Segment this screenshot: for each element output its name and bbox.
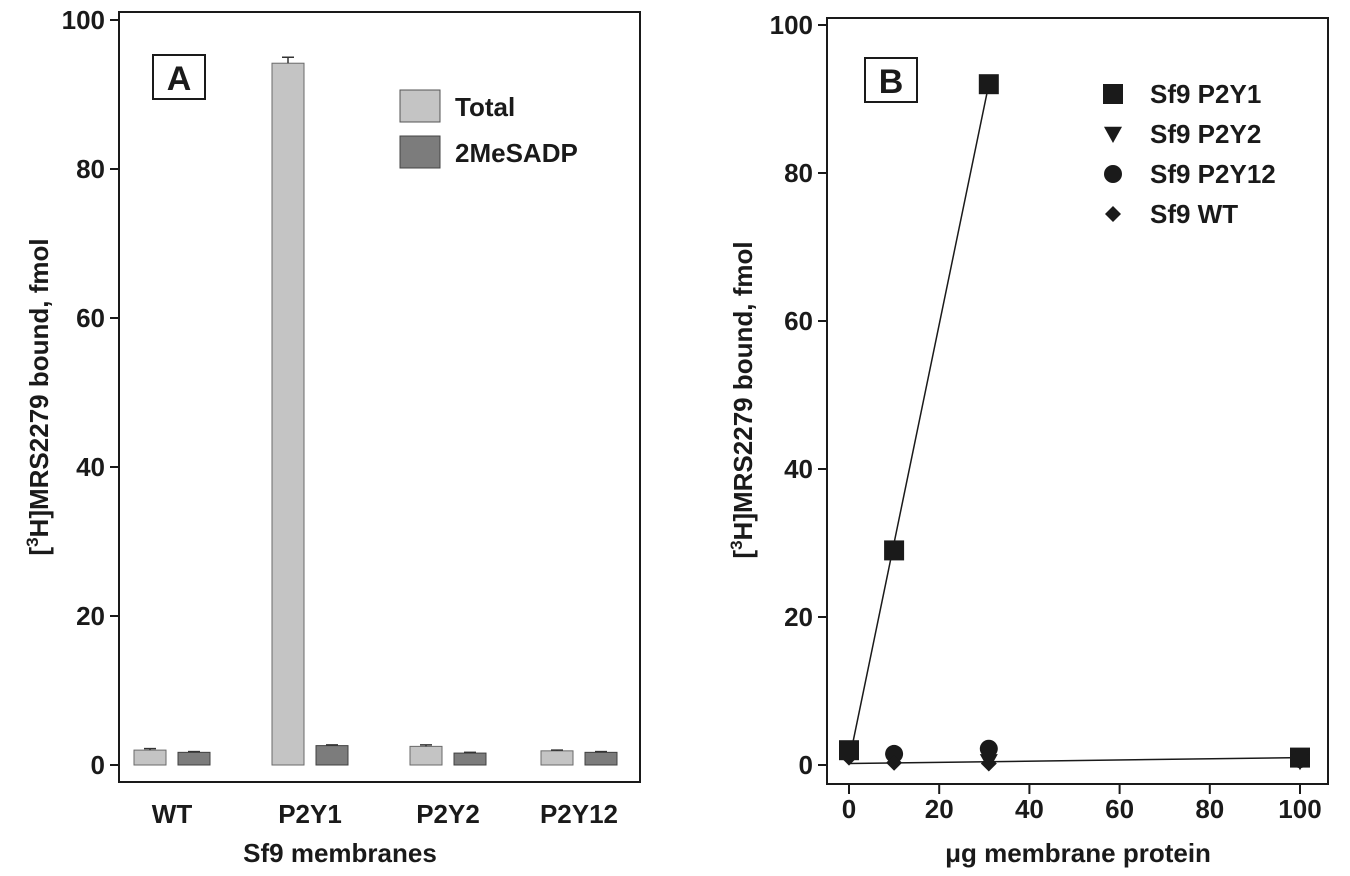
bar-total-p2y1 [271,62,305,766]
panel-b-y-ticks: 0 20 40 60 80 100 [770,10,827,780]
legend-label-total: Total [455,92,515,122]
bar-2mesadp-p2y12 [584,751,618,766]
bar-total-wt [133,749,167,766]
point-sf9-wt [1292,753,1308,770]
panel-b-fit-lines [848,84,1301,765]
panel-b-x-tick-label: 100 [1278,794,1321,824]
point-sf9-p2y1 [884,540,905,561]
legend-marker-sf9-p2y1 [1103,84,1123,104]
panel-b-x-tick-label: 0 [842,794,856,824]
bar-2mesadp-wt [177,751,211,766]
panel-a-legend: Total 2MeSADP [399,89,578,169]
panel-a-y-tick-label: 40 [76,452,105,482]
panel-b-points [839,74,1310,772]
panel-a-x-ticks: WT P2Y1 P2Y2 P2Y12 [152,799,618,829]
panel-a-label: A [167,60,192,98]
legend-label-2mesadp: 2MeSADP [455,138,578,168]
panel-a-frame [118,11,641,783]
legend-swatch-2mesadp [399,135,441,169]
panel-b-x-tick-label: 40 [1015,794,1044,824]
fit-line [848,84,990,762]
panel-a-x-axis-title: Sf9 membranes [243,838,437,868]
panel-b-label: B [879,63,904,101]
panel-b-y-axis-title: [3H]MRS2279 bound, fmol [727,241,758,558]
bar-total-p2y12 [540,750,574,766]
bar-2mesadp-p2y1 [315,745,349,766]
panel-a-x-tick-label: WT [152,799,193,829]
panel-b: 0 20 40 60 80 100 0 20 40 60 80 100 μg membrane pr… [727,10,1329,868]
panel-a-y-tick-label: 20 [76,601,105,631]
panel-a-y-ticks: 0 20 40 60 80 100 [62,5,119,780]
panel-b-y-tick-label: 0 [799,750,813,780]
panel-b-x-tick-label: 80 [1195,794,1224,824]
panel-a-x-tick-label: P2Y12 [540,799,618,829]
panel-b-y-tick-label: 60 [784,306,813,336]
bar-2mesadp-p2y2 [453,752,487,766]
bar-total-p2y2 [409,745,443,766]
legend-marker-sf9-p2y2 [1104,126,1122,143]
point-sf9-p2y12 [885,744,904,763]
panel-a-y-tick-label: 60 [76,303,105,333]
fit-line [848,756,1301,765]
legend-marker-sf9-wt [1105,206,1121,222]
legend-swatch-total [399,89,441,123]
point-sf9-p2y12 [979,739,998,758]
panel-a-y-tick-label: 0 [91,750,105,780]
panel-a-y-axis-title: [3H]MRS2279 bound, fmol [23,238,54,555]
point-sf9-wt [886,754,903,771]
panel-b-y-tick-label: 40 [784,454,813,484]
panel-b-x-ticks: 0 20 40 60 80 100 [842,784,1322,824]
point-sf9-wt [841,749,857,766]
legend-label-sf9-p2y2: Sf9 P2Y2 [1150,119,1261,149]
panel-a-bars [133,56,618,766]
panel-a-y-tick-label: 100 [62,5,105,35]
panel-b-legend: Sf9 P2Y1 Sf9 P2Y2 Sf9 P2Y12 Sf9 WT [1103,79,1276,229]
panel-a-x-tick-label: P2Y1 [278,799,342,829]
panel-b-label-box [864,57,918,103]
panel-a-x-tick-label: P2Y2 [416,799,480,829]
panel-b-x-tick-label: 20 [925,794,954,824]
panel-b-x-axis-title: μg membrane protein [945,838,1211,868]
legend-label-sf9-p2y1: Sf9 P2Y1 [1150,79,1261,109]
panel-b-y-tick-label: 100 [770,10,813,40]
panel-b-y-tick-label: 20 [784,602,813,632]
panel-b-x-tick-label: 60 [1105,794,1134,824]
point-sf9-wt [980,755,997,772]
legend-marker-sf9-p2y12 [1104,165,1122,183]
panel-a: 0 20 40 60 80 100 WT P2Y1 P2Y2 P2Y12 Sf9 membran… [23,5,641,868]
panel-a-y-tick-label: 80 [76,154,105,184]
legend-label-sf9-p2y12: Sf9 P2Y12 [1150,159,1276,189]
point-sf9-p2y1 [978,74,999,95]
panel-b-y-tick-label: 80 [784,158,813,188]
panel-b-frame [826,17,1329,785]
legend-label-sf9-wt: Sf9 WT [1150,199,1238,229]
panel-a-label-box [152,54,206,100]
